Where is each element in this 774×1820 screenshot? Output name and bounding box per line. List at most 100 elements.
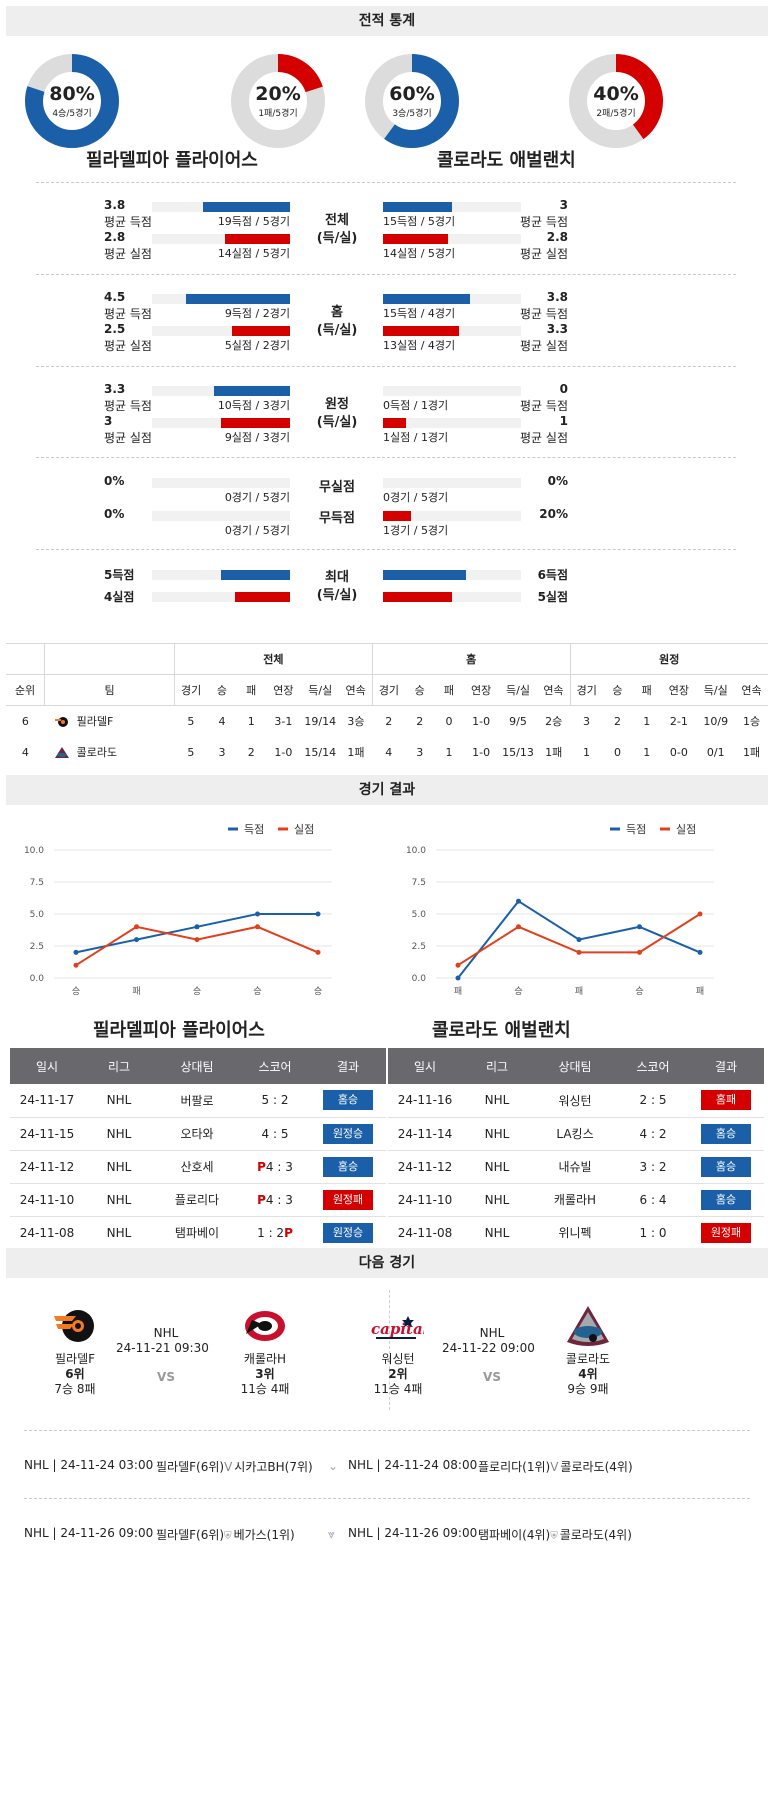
team-rank: 3위	[255, 1367, 275, 1381]
vs-label: VS	[157, 1370, 175, 1384]
standings-col-header: 승	[612, 684, 623, 697]
data-point	[516, 898, 521, 904]
data-point	[194, 924, 200, 930]
data-point	[255, 911, 260, 917]
result-badge: 홈승	[701, 1189, 751, 1210]
legend-concede-label: 실점	[294, 823, 314, 836]
data-point	[134, 937, 139, 943]
chevron-down-icon[interactable]: ⌄	[328, 1459, 339, 1473]
standings-cell: 2-1	[669, 714, 688, 728]
standings-cell: 4	[218, 714, 226, 728]
data-point	[315, 949, 321, 955]
score-text: 4 : 3	[265, 1192, 293, 1207]
results-col-header: 리그	[84, 1048, 154, 1084]
team-record: 9승 9패	[567, 1382, 609, 1396]
standings-group-home: 홈	[372, 643, 571, 675]
standings-cell: 3	[218, 745, 226, 759]
stat-category: 최대 (득/실)	[297, 569, 377, 605]
x-tick-label: 승	[635, 986, 643, 997]
standings-col-header: 득/실	[308, 684, 333, 697]
away-stat-value: 1	[559, 414, 568, 428]
result-row: 24-11-15 NHL 오타와 4 : 5 원정승	[10, 1117, 386, 1151]
home-stat-value: 0%	[104, 507, 125, 521]
result-badge: 원정패	[323, 1189, 373, 1210]
result-league: NHL	[84, 1216, 154, 1250]
legend-concede-label: 실점	[676, 823, 696, 836]
results-col-header: 스코어	[618, 1048, 688, 1084]
stat-category-line: (득/실)	[316, 323, 358, 338]
score-series-line	[75, 913, 318, 954]
result-date: 24-11-10	[388, 1183, 462, 1217]
stat-category-line: (득/실)	[316, 231, 358, 246]
standings-col-header: 경기	[378, 684, 400, 697]
result-opponent: 캐롤라H	[532, 1183, 618, 1217]
score-text: 1 : 2	[257, 1225, 285, 1240]
result-opponent: 위니펙	[532, 1216, 618, 1250]
donut-percent: 40%	[593, 83, 639, 105]
home-stat-value: 2.8	[104, 230, 126, 244]
home-stat-caption: 14실점 / 5경기	[217, 247, 290, 260]
standings-col-header: 연장	[668, 684, 690, 697]
away-stat-value: 0%	[547, 474, 568, 488]
standings-cell: 5	[187, 745, 195, 759]
upcoming-matchup[interactable]: 탬파베이(4위)⛨ 콜로라도(4위)	[478, 1526, 632, 1543]
stat-category: 홈 (득/실)	[297, 304, 377, 340]
upcoming-away: 콜로라도(4위)	[559, 1528, 632, 1542]
flyers-logo	[50, 1306, 98, 1349]
donut-arc	[365, 54, 459, 148]
result-date: 24-11-12	[10, 1150, 84, 1184]
result-score: P4 : 3	[240, 1183, 310, 1217]
next-home-team: 필라델F 6위 7승 8패	[40, 1352, 110, 1397]
result-opponent: 산호세	[154, 1150, 240, 1184]
upcoming-matchup[interactable]: 필라델F(6위)V 시카고BH(7위)	[156, 1458, 313, 1475]
standings-cell: 1패	[347, 746, 365, 759]
standings-cell: 2	[613, 714, 621, 728]
result-cell: 원정패	[310, 1183, 386, 1217]
away-stat-caption: 15득점 / 4경기	[383, 307, 456, 320]
section-header-results: 경기 결과	[6, 775, 768, 805]
team-rank: 4위	[578, 1367, 598, 1381]
away-stat-value: 20%	[539, 507, 568, 521]
x-tick-label: 패	[575, 986, 583, 997]
results-col-header: 결과	[310, 1048, 386, 1084]
standings-col-header: 승	[216, 684, 227, 697]
result-league: NHL	[84, 1084, 154, 1118]
upcoming-matchup[interactable]: 플로리다(1위)V 콜로라도(4위)	[478, 1458, 633, 1475]
standings-cell: 0	[445, 714, 453, 728]
result-score: 2 : 5	[618, 1084, 688, 1118]
donut-subtext: 4승/5경기	[52, 109, 92, 119]
standings-cell: 10/9	[703, 714, 729, 728]
data-point	[576, 937, 582, 943]
data-point	[516, 924, 521, 930]
away-stat-value: 0	[559, 382, 568, 396]
result-cell: 원정패	[688, 1216, 764, 1250]
home-results-table-wrap: 일시 리그 상대팀 스코어 결과 24-11-17 NHL 버팔로 5 : 2 홈승 24-11-…	[10, 1048, 386, 1250]
away-stat-value: 3	[559, 198, 568, 212]
home-stat-caption: 9득점 / 2경기	[224, 307, 290, 320]
home-stat-value: 2.5	[104, 322, 126, 336]
home-stat-value: 0%	[104, 474, 125, 488]
result-cell: 홈승	[688, 1117, 764, 1151]
standings-cell: 1패	[742, 746, 761, 759]
donut-arc	[231, 54, 325, 148]
away-stat-caption: 1경기 / 5경기	[383, 524, 449, 537]
divider	[36, 366, 736, 367]
home-stat-caption: 5실점 / 2경기	[224, 339, 290, 352]
result-opponent: 내슈빌	[532, 1150, 618, 1184]
result-date: 24-11-08	[388, 1216, 462, 1250]
away-stat-label: 평균 실점	[520, 247, 568, 261]
team-name: 콜로라도	[565, 1352, 611, 1366]
result-league: NHL	[84, 1117, 154, 1151]
penalty-mark: P	[257, 1192, 266, 1207]
upcoming-matchup[interactable]: 필라델F(6위)⛨ 베가스(1위)	[156, 1526, 295, 1543]
y-tick-label: 2.5	[30, 942, 44, 952]
result-score: 1 : 0	[618, 1216, 688, 1250]
standings-cell: 9/5	[509, 714, 527, 728]
standings-cell: 3-1	[274, 714, 293, 728]
chevron-down-icon[interactable]: ⩔	[328, 1527, 335, 1541]
home-stat-value: 3.8	[104, 198, 126, 212]
away-stat-value: 2.8	[546, 230, 568, 244]
standings-cell: 1	[582, 745, 590, 759]
result-cell: 원정승	[310, 1117, 386, 1151]
stat-category: 무득점	[319, 511, 355, 526]
